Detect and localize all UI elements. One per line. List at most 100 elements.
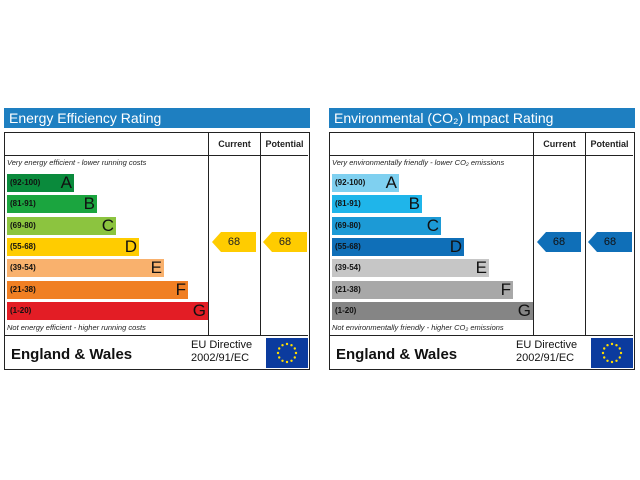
- eu-star-icon: [281, 344, 284, 347]
- band-range-label: (21-38): [335, 284, 361, 294]
- eu-star-icon: [601, 351, 605, 355]
- band-letter: E: [475, 258, 487, 278]
- region-label: England & Wales: [336, 346, 458, 363]
- eu-star-icon: [293, 356, 296, 359]
- rating-frame: Current Potential Very environmentally f…: [329, 132, 635, 370]
- environmental-rating-panel: Environmental (CO₂) Impact Rating Curren…: [329, 108, 635, 370]
- eu-star-icon: [285, 342, 289, 346]
- eu-star-icon: [618, 356, 621, 359]
- eu-star-icon: [610, 342, 614, 346]
- top-note: Very energy efficient - lower running co…: [7, 158, 147, 167]
- rating-band-a: (92-100) A: [7, 173, 74, 192]
- eu-star-icon: [276, 351, 280, 355]
- divider: [330, 155, 633, 156]
- rating-band-d: (55-68) D: [7, 236, 139, 256]
- rating-frame: Current Potential Very energy efficient …: [4, 132, 310, 370]
- eu-star-icon: [290, 359, 293, 362]
- eu-directive: EU Directive 2002/91/EC: [191, 339, 252, 365]
- band-range-label: (1-20): [10, 305, 32, 315]
- rating-band-e: (39-54) E: [332, 258, 489, 278]
- potential-rating-arrow: 68: [588, 232, 632, 252]
- band-range-label: (92-100): [335, 178, 366, 187]
- eu-star-icon: [278, 347, 281, 350]
- band-range-label: (1-20): [335, 305, 357, 315]
- panel-title: Environmental (CO₂) Impact Rating: [329, 108, 635, 128]
- eu-star-icon: [278, 356, 281, 359]
- rating-band-f: (21-38) F: [332, 279, 513, 299]
- band-letter: A: [385, 173, 397, 192]
- band-letter: F: [500, 279, 511, 299]
- eu-star-icon: [294, 351, 298, 355]
- eu-star-icon: [606, 359, 609, 362]
- band-letter: F: [175, 279, 186, 299]
- rating-band-c: (69-80) C: [332, 215, 441, 235]
- eu-star-icon: [293, 347, 296, 350]
- band-letter: D: [124, 236, 137, 256]
- band-letter: G: [192, 300, 206, 320]
- top-note: Very environmentally friendly - lower CO…: [332, 158, 505, 167]
- band-range-label: (55-68): [10, 241, 36, 251]
- eu-star-icon: [618, 347, 621, 350]
- band-letter: C: [101, 215, 114, 235]
- divider: [208, 133, 209, 335]
- rating-band-g: (1-20) G: [7, 300, 208, 320]
- rating-band-g: (1-20) G: [332, 300, 533, 320]
- eu-flag-icon: [266, 338, 308, 368]
- band-letter: E: [150, 258, 162, 278]
- panel-title: Energy Efficiency Rating: [4, 108, 310, 128]
- band-range-label: (92-100): [10, 178, 41, 187]
- directive-line: EU Directive: [516, 339, 578, 351]
- divider: [330, 335, 633, 336]
- eu-star-icon: [281, 359, 284, 362]
- bottom-note: Not energy efficient - higher running co…: [7, 323, 146, 332]
- eu-star-icon: [290, 344, 293, 347]
- eu-star-icon: [610, 360, 614, 364]
- divider: [585, 133, 586, 335]
- eu-flag-icon: [591, 338, 633, 368]
- eu-star-icon: [606, 344, 609, 347]
- region-label: England & Wales: [11, 346, 133, 363]
- band-range-label: (81-91): [10, 199, 36, 209]
- band-letter: B: [83, 194, 95, 214]
- eu-star-icon: [603, 356, 606, 359]
- band-letter: A: [60, 173, 72, 192]
- band-range-label: (55-68): [335, 241, 361, 251]
- bottom-note: Not environmentally friendly - higher CO…: [332, 323, 504, 332]
- band-range-label: (39-54): [10, 263, 36, 273]
- eu-star-icon: [285, 360, 289, 364]
- potential-rating-arrow: 68: [263, 232, 307, 252]
- rating-band-b: (81-91) B: [332, 194, 422, 214]
- rating-band-e: (39-54) E: [7, 258, 164, 278]
- current-rating-arrow: 68: [212, 232, 256, 252]
- directive-line: 2002/91/EC: [516, 352, 575, 364]
- potential-column-header: Potential: [590, 139, 629, 149]
- directive-line: 2002/91/EC: [191, 352, 250, 364]
- band-letter: B: [408, 194, 420, 214]
- divider: [260, 133, 261, 335]
- eu-star-icon: [615, 359, 618, 362]
- rating-band-c: (69-80) C: [7, 215, 116, 235]
- rating-band-a: (92-100) A: [332, 173, 399, 192]
- divider: [5, 155, 308, 156]
- eu-directive: EU Directive 2002/91/EC: [516, 339, 577, 365]
- eu-star-icon: [615, 344, 618, 347]
- potential-column-header: Potential: [265, 139, 304, 149]
- band-range-label: (39-54): [335, 263, 361, 273]
- rating-band-f: (21-38) F: [7, 279, 188, 299]
- band-range-label: (69-80): [335, 220, 361, 230]
- energy-rating-panel: Energy Efficiency Rating Current Potenti…: [4, 108, 310, 370]
- divider: [5, 335, 308, 336]
- band-range-label: (21-38): [10, 284, 36, 294]
- current-column-header: Current: [218, 139, 251, 149]
- band-range-label: (69-80): [10, 220, 36, 230]
- band-letter: G: [517, 300, 531, 320]
- band-letter: C: [426, 215, 439, 235]
- eu-star-icon: [619, 351, 623, 355]
- current-column-header: Current: [543, 139, 576, 149]
- current-rating-arrow: 68: [537, 232, 581, 252]
- rating-band-b: (81-91) B: [7, 194, 97, 214]
- band-letter: D: [449, 236, 462, 256]
- eu-star-icon: [603, 347, 606, 350]
- directive-line: EU Directive: [191, 339, 253, 351]
- rating-band-d: (55-68) D: [332, 236, 464, 256]
